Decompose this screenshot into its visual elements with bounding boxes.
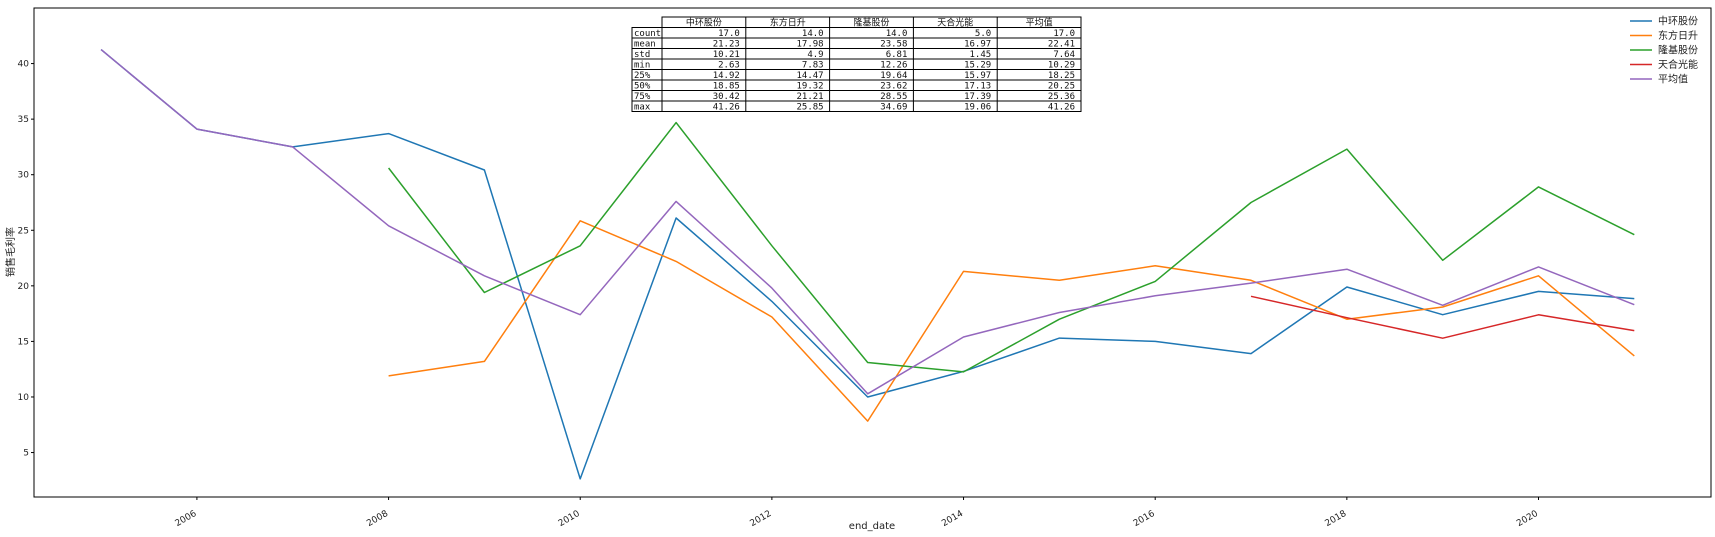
series-line [1250,295,1635,339]
table-cell: 10.29 [1048,61,1075,71]
y-axis-ticks: 5 10 15 20 25 30 35 40 [18,60,34,459]
series-line [388,220,1635,422]
table-cell: 25.85 [797,103,824,113]
y-axis-label: 销售毛利率 [4,227,17,277]
x-tick-label: 2018 [1324,509,1349,529]
table-row-label: 25% [634,71,651,81]
y-tick-label: 40 [18,60,30,70]
series-line [100,49,1635,395]
table-cell: 23.58 [880,40,907,50]
table-cell: 23.62 [880,82,907,92]
table-cell: 34.69 [880,103,907,113]
table-cell: 19.64 [880,71,907,81]
legend-label: 东方日升 [1658,29,1698,42]
table-cell: 7.83 [802,61,824,71]
table-cell: 10.21 [713,50,740,60]
series-line [388,121,1635,373]
table-cell: 17.0 [718,29,740,39]
table-cell: 14.92 [713,71,740,81]
y-tick-label: 25 [18,226,29,236]
table-cell: 4.9 [807,50,823,60]
legend-label: 隆基股份 [1658,44,1698,57]
table-cell: 17.39 [964,92,991,102]
table-cell: 30.42 [713,92,740,102]
table-cell: 7.64 [1053,50,1075,60]
series-line [100,49,1635,480]
table-cell: 18.85 [713,82,740,92]
table-cell: 1.45 [970,50,992,60]
table-row-label: mean [634,40,656,50]
table-cell: 20.25 [1048,82,1075,92]
table-cell: 18.25 [1048,71,1075,81]
legend-label: 中环股份 [1658,15,1698,28]
table-cell: 17.13 [964,82,991,92]
table-cell: 19.32 [797,82,824,92]
table-column-header: 中环股份 [686,17,722,29]
series-lines [100,49,1635,480]
y-tick-label: 35 [18,115,29,125]
table-cell: 6.81 [886,50,908,60]
table-cell: 14.0 [886,29,908,39]
x-tick-label: 2020 [1515,509,1540,529]
table-cell: 2.63 [718,61,740,71]
x-tick-label: 2012 [749,509,774,529]
y-tick-label: 10 [18,393,30,403]
table-cell: 14.47 [797,71,824,81]
table-column-header: 平均值 [1026,17,1053,29]
x-tick-label: 2014 [940,509,965,529]
table-cell: 19.06 [964,103,991,113]
y-tick-label: 30 [18,171,30,181]
legend-label: 天合光能 [1658,58,1698,71]
table-column-header: 东方日升 [770,17,806,29]
table-cell: 5.0 [975,29,991,39]
table-cell: 15.29 [964,61,991,71]
table-row-label: 75% [634,92,651,102]
table-column-header: 隆基股份 [853,17,889,29]
y-tick-label: 20 [18,282,30,292]
table-cell: 41.26 [1048,103,1075,113]
table-row-label: min [634,61,650,71]
table-column-header: 天合光能 [937,17,973,29]
table-cell: 25.36 [1048,92,1075,102]
legend-label: 平均值 [1658,73,1688,86]
x-tick-label: 2008 [365,509,390,529]
table-cell: 17.0 [1053,29,1075,39]
table-cell: 28.55 [880,92,907,102]
table-cell: 41.26 [713,103,740,113]
table-row-label: 50% [634,82,651,92]
table-cell: 15.97 [964,71,991,81]
x-tick-label: 2006 [174,509,199,529]
table-cell: 14.0 [802,29,824,39]
table-cell: 21.21 [797,92,824,102]
table-cell: 12.26 [880,61,907,71]
x-tick-label: 2010 [557,509,582,529]
table-row-label: std [634,50,650,60]
y-tick-label: 15 [18,337,29,347]
table-row-label: count [634,29,661,39]
table-cell: 16.97 [964,40,991,50]
table-cell: 17.98 [797,40,824,50]
table-cell: 22.41 [1048,40,1075,50]
y-tick-label: 5 [23,449,29,459]
table-row-label: max [634,103,651,113]
table-cell: 21.23 [713,40,740,50]
x-tick-label: 2016 [1132,509,1157,529]
x-axis-label: end_date [849,521,895,532]
